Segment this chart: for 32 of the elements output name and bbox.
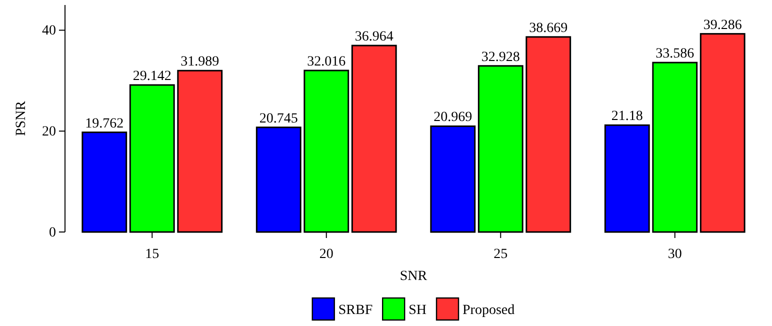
data-label: 33.586 [656,46,694,62]
legend-label: SH [408,303,427,318]
data-label: 38.669 [529,20,568,36]
y-tick-label: 40 [42,24,56,39]
data-label: 20.969 [434,110,472,126]
x-tick-label: 20 [319,246,334,262]
data-label: 36.964 [354,30,394,45]
bar [177,70,223,233]
legend-label: Proposed [462,303,515,318]
bar [700,33,746,233]
data-label: 29.142 [132,68,172,84]
y-axis-title: PSNR [14,100,29,136]
legend-label: SRBF [338,303,373,318]
x-tick-label: 30 [668,246,682,262]
bar [604,124,650,233]
data-label: 39.286 [703,18,742,33]
x-axis-title: SNR [400,269,428,284]
data-label: 32.016 [307,54,346,70]
bar [430,125,476,233]
y-tick-label: 20 [42,124,56,140]
bar [82,132,128,233]
y-tick-label: 0 [49,225,56,240]
data-label: 19.762 [85,116,124,132]
x-tick-label: 15 [145,246,160,262]
x-tick-label: 25 [494,246,508,262]
data-label: 21.18 [611,109,643,124]
data-label: 32.928 [481,50,520,65]
data-label: 20.745 [259,111,298,126]
data-label: 31.989 [180,54,220,70]
bar [351,44,397,233]
bar [256,126,302,233]
bar [526,36,572,233]
